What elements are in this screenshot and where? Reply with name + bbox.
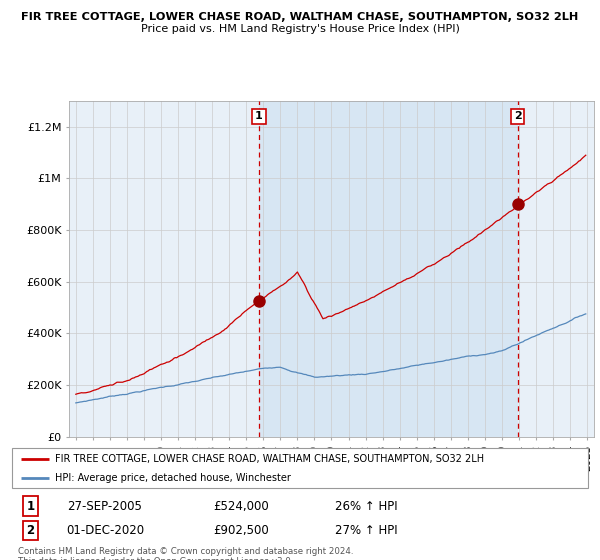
Text: 27-SEP-2005: 27-SEP-2005 — [67, 500, 142, 512]
Text: 01-DEC-2020: 01-DEC-2020 — [67, 524, 145, 537]
Text: 1: 1 — [26, 500, 35, 512]
Text: Contains HM Land Registry data © Crown copyright and database right 2024.
This d: Contains HM Land Registry data © Crown c… — [18, 547, 353, 560]
Text: 1: 1 — [255, 111, 263, 122]
Text: 27% ↑ HPI: 27% ↑ HPI — [335, 524, 397, 537]
Text: 2: 2 — [514, 111, 521, 122]
Text: £524,000: £524,000 — [214, 500, 269, 512]
Text: 26% ↑ HPI: 26% ↑ HPI — [335, 500, 397, 512]
Text: £902,500: £902,500 — [214, 524, 269, 537]
Text: HPI: Average price, detached house, Winchester: HPI: Average price, detached house, Winc… — [55, 473, 291, 483]
Text: FIR TREE COTTAGE, LOWER CHASE ROAD, WALTHAM CHASE, SOUTHAMPTON, SO32 2LH: FIR TREE COTTAGE, LOWER CHASE ROAD, WALT… — [55, 454, 484, 464]
Text: Price paid vs. HM Land Registry's House Price Index (HPI): Price paid vs. HM Land Registry's House … — [140, 24, 460, 34]
Bar — [259, 101, 518, 437]
Text: 2: 2 — [26, 524, 35, 537]
Text: FIR TREE COTTAGE, LOWER CHASE ROAD, WALTHAM CHASE, SOUTHAMPTON, SO32 2LH: FIR TREE COTTAGE, LOWER CHASE ROAD, WALT… — [22, 12, 578, 22]
